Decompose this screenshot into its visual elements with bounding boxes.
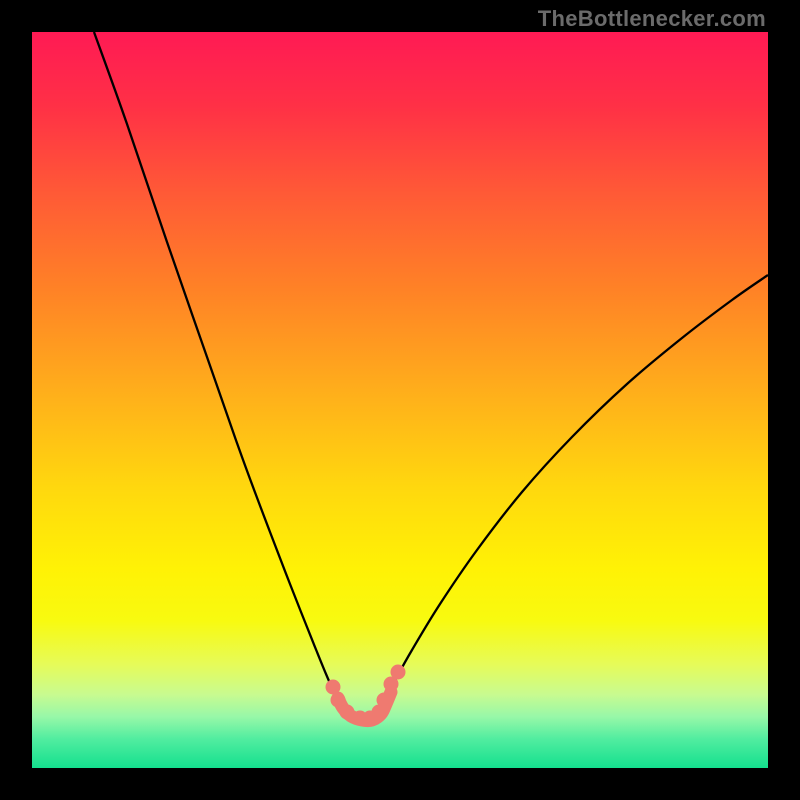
minimum-marker-dot xyxy=(331,693,346,708)
left-curve xyxy=(94,32,338,700)
right-curve xyxy=(384,275,768,700)
frame: TheBottlenecker.com xyxy=(0,0,800,800)
chart-svg xyxy=(32,32,768,768)
minimum-marker-dot xyxy=(377,693,392,708)
minimum-marker-dot xyxy=(340,705,355,720)
minimum-marker-dot xyxy=(391,665,406,680)
watermark-text: TheBottlenecker.com xyxy=(538,6,766,32)
plot-area xyxy=(32,32,768,768)
minimum-marker-dot xyxy=(326,680,341,695)
